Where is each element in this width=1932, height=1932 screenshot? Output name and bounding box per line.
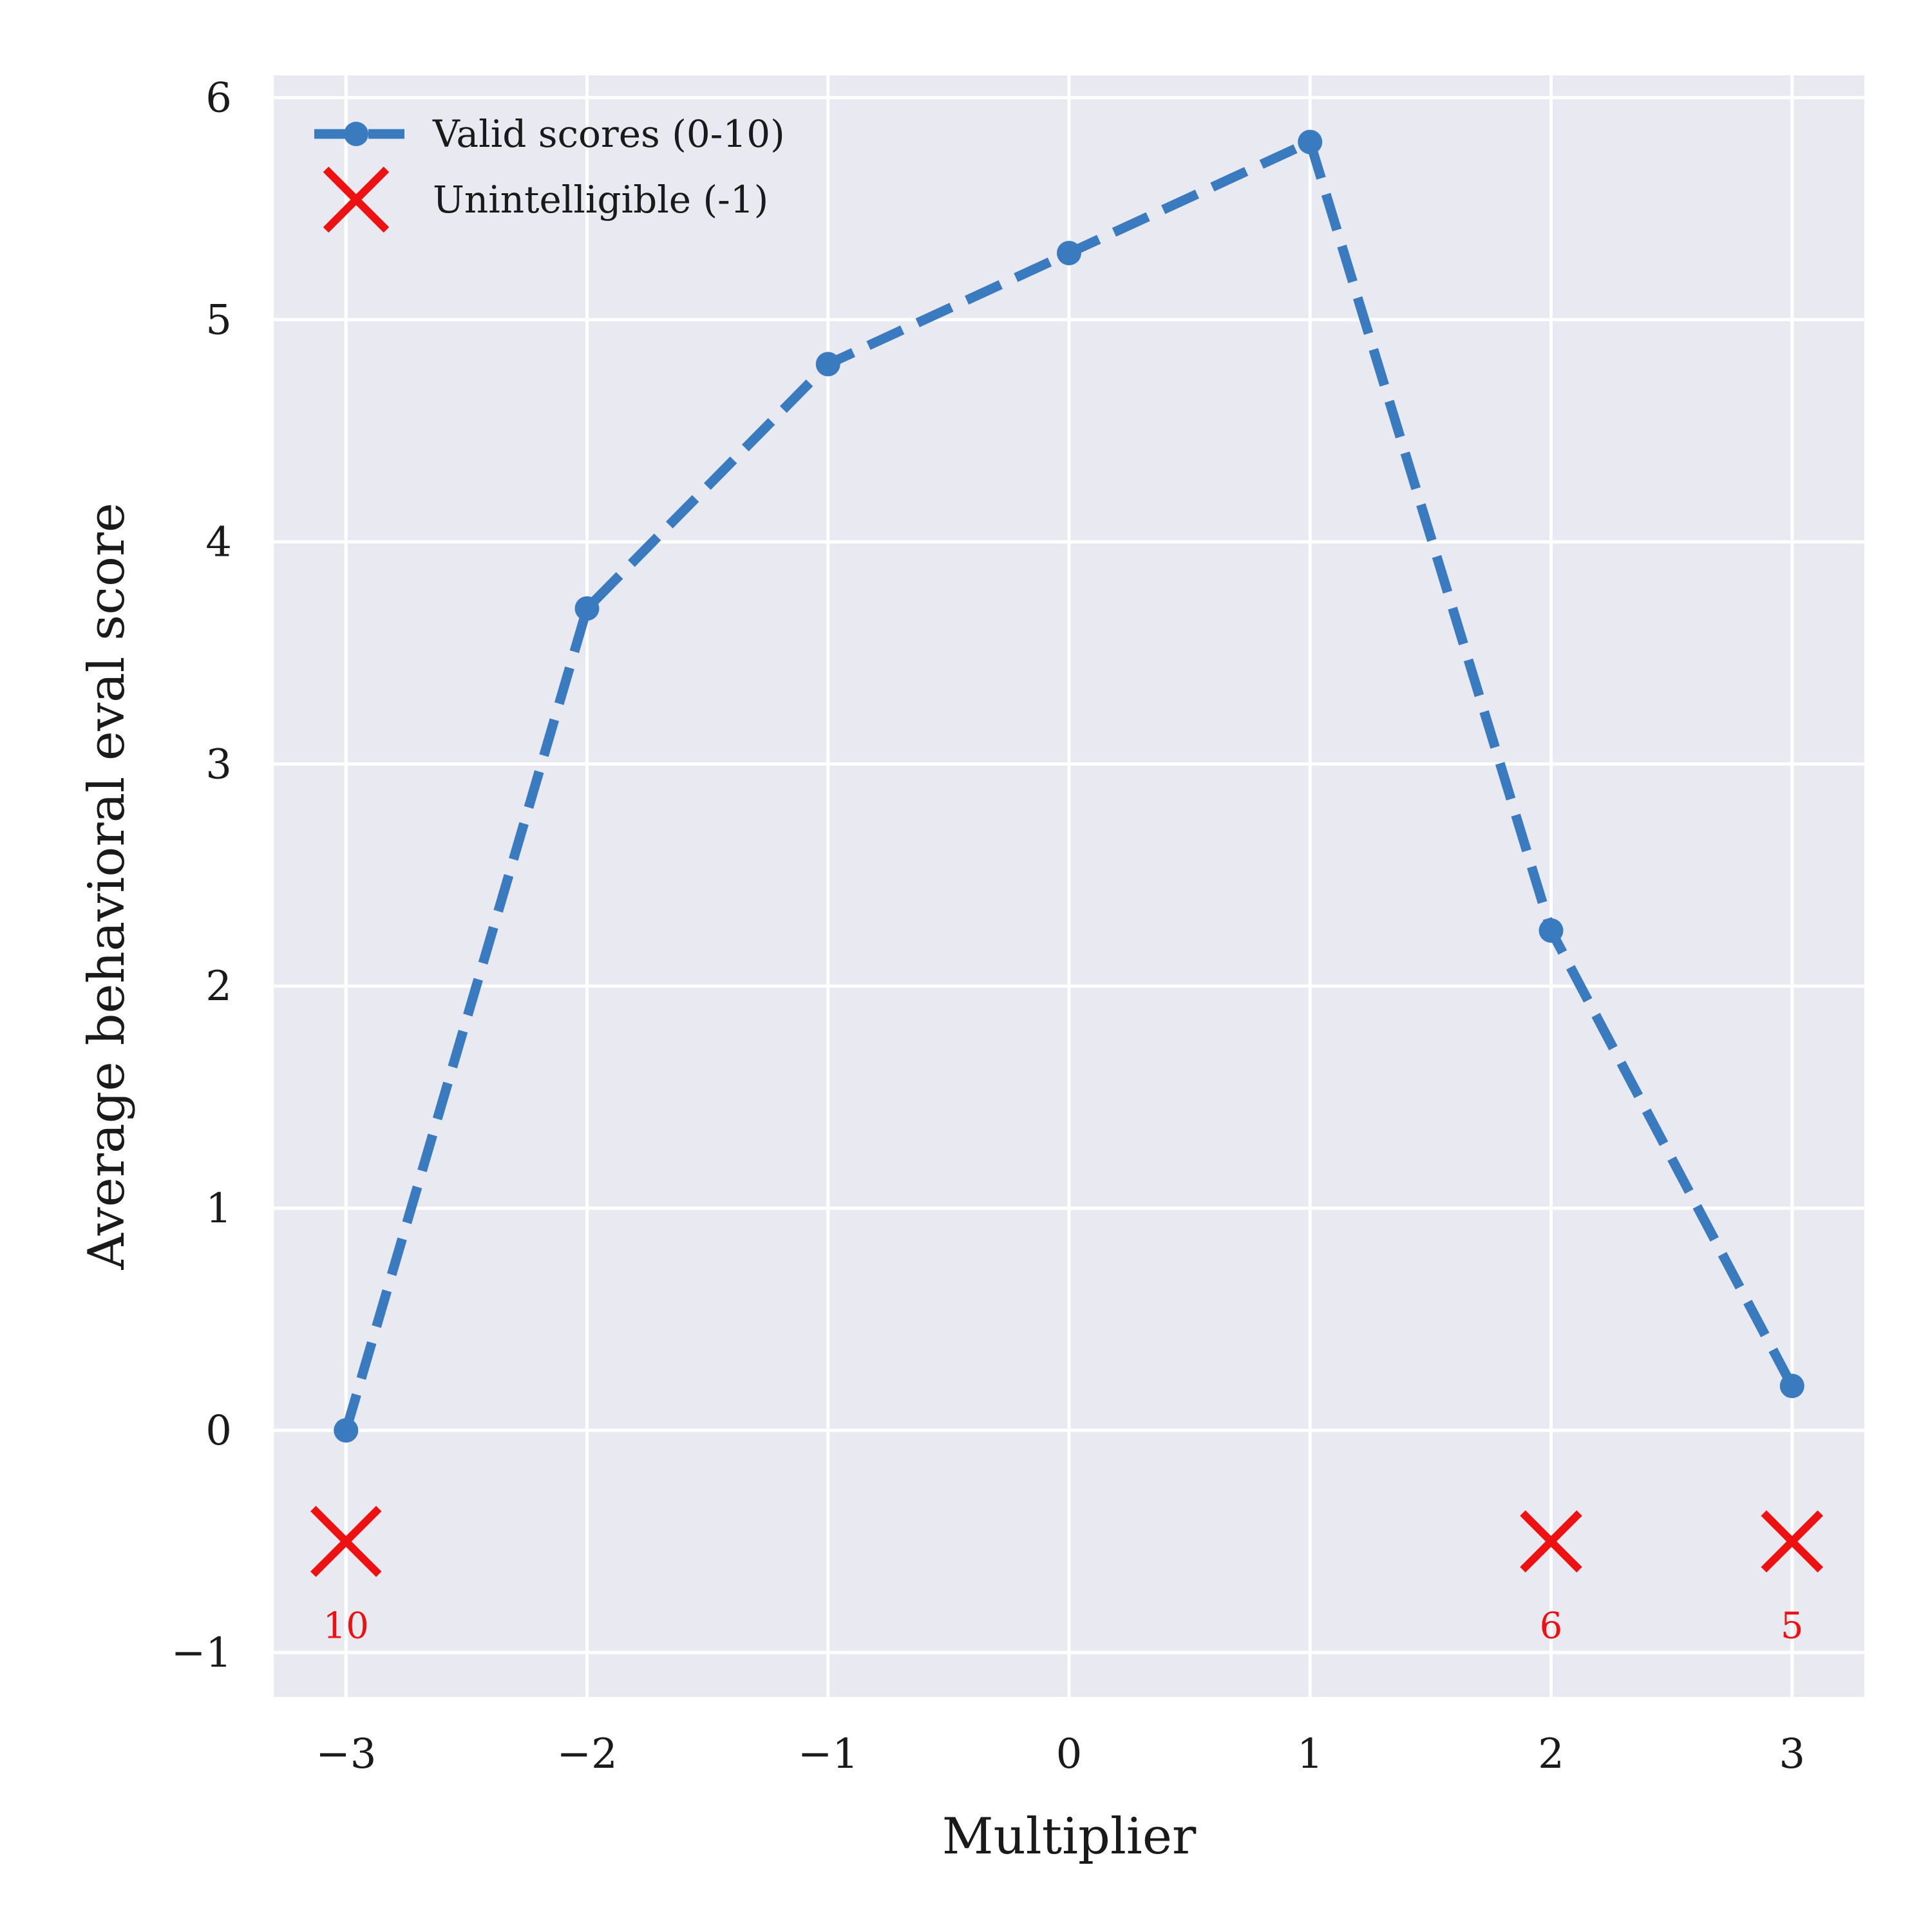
legend-label-valid: Valid scores (0-10)	[432, 112, 785, 156]
y-tick-label: 4	[205, 518, 232, 566]
y-axis-ticks: −1 0 1 2 3 4 5 6	[171, 74, 232, 1677]
legend-entry-valid: Valid scores (0-10)	[314, 112, 785, 156]
x-tick-label: −1	[798, 1730, 858, 1778]
valid-score-point	[334, 1418, 359, 1443]
x-tick-label: 0	[1056, 1730, 1083, 1778]
unintelligible-count-label: 5	[1781, 1605, 1804, 1647]
valid-score-point	[1298, 129, 1323, 155]
x-tick-label: 1	[1297, 1730, 1323, 1778]
legend: Valid scores (0-10) Unintelligible (-1)	[314, 112, 785, 233]
y-tick-label: 5	[205, 296, 232, 344]
unintelligible-marker	[1761, 1510, 1823, 1573]
grid	[274, 75, 1864, 1697]
valid-score-point	[1779, 1374, 1804, 1399]
legend-entry-unintelligible: Unintelligible (-1)	[323, 166, 768, 233]
y-tick-label: 1	[205, 1185, 232, 1233]
y-tick-label: 0	[205, 1407, 232, 1455]
x-tick-label: −2	[556, 1730, 617, 1778]
x-tick-label: 2	[1538, 1730, 1564, 1778]
valid-score-point	[815, 352, 840, 377]
unintelligible-marker	[1520, 1510, 1582, 1573]
unintelligible-count-label: 6	[1540, 1605, 1563, 1647]
x-axis-ticks: −3 −2 −1 0 1 2 3	[316, 1730, 1805, 1778]
valid-score-point	[574, 596, 600, 621]
y-axis-label: Average behavioral eval score	[78, 503, 136, 1271]
x-tick-label: −3	[316, 1730, 376, 1778]
legend-x-shape	[323, 166, 390, 233]
unintelligible-marker	[310, 1506, 382, 1577]
series-layer: 10 6 5	[310, 129, 1823, 1647]
y-tick-label: −1	[171, 1629, 232, 1677]
legend-x-marker	[323, 166, 390, 233]
unintelligible-count-label: 10	[323, 1605, 369, 1647]
y-tick-label: 2	[205, 963, 232, 1010]
y-tick-label: 3	[205, 741, 232, 788]
x-tick-label: 3	[1779, 1730, 1805, 1778]
y-tick-label: 6	[205, 74, 232, 122]
legend-circle-marker	[344, 122, 368, 146]
valid-score-point	[1539, 918, 1564, 943]
legend-label-unintelligible: Unintelligible (-1)	[433, 178, 768, 222]
x-axis-label: Multiplier	[942, 1808, 1197, 1866]
valid-score-point	[1057, 240, 1081, 265]
